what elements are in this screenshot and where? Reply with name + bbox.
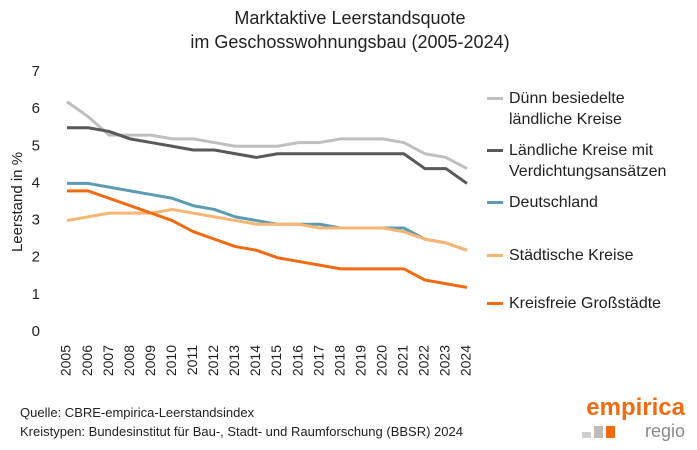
- x-tick-label: 2021: [395, 345, 411, 376]
- y-tick-label: 0: [32, 323, 40, 340]
- series-line: [66, 100, 468, 170]
- logo-square: [606, 426, 615, 438]
- x-tick-label: 2020: [373, 345, 389, 376]
- series-line: [67, 181, 468, 252]
- chart-title: Marktaktive Leerstandsquote: [234, 8, 465, 28]
- legend-label: Städtische Kreise: [509, 247, 634, 264]
- y-tick-label: 5: [32, 137, 40, 154]
- x-tick-label: 2019: [352, 345, 368, 376]
- x-tick-label: 2005: [58, 345, 74, 376]
- x-tick-label: 2007: [100, 345, 116, 376]
- y-tick-label: 1: [32, 286, 40, 303]
- x-tick-label: 2024: [458, 345, 474, 376]
- x-tick-label: 2011: [184, 345, 200, 375]
- logo-sub: regio: [644, 421, 685, 441]
- x-tick-label: 2016: [289, 345, 305, 376]
- y-tick-label: 4: [32, 174, 40, 191]
- x-tick-label: 2022: [416, 345, 432, 376]
- legend-label: Deutschland: [509, 194, 598, 211]
- x-tick-label: 2008: [121, 345, 137, 376]
- series-line: [66, 207, 468, 252]
- x-tick-label: 2012: [205, 345, 221, 376]
- logo-square: [582, 432, 591, 438]
- x-tick-label: 2006: [79, 345, 95, 376]
- x-tick-label: 2023: [437, 345, 453, 376]
- x-tick-label: 2018: [331, 345, 347, 376]
- y-tick-label: 2: [32, 249, 40, 266]
- y-axis-label: Leerstand in %: [9, 152, 26, 252]
- legend-label: Kreisfreie Großstädte: [509, 295, 662, 312]
- x-tick-label: 2009: [142, 345, 158, 376]
- source-note: Kreistypen: Bundesinstitut für Bau-, Sta…: [20, 424, 463, 439]
- series-line: [67, 126, 468, 185]
- y-tick-label: 3: [32, 212, 40, 229]
- legend-label: Dünn besiedelte ländliche Kreise: [509, 90, 625, 128]
- x-tick-label: 2015: [268, 345, 284, 376]
- x-tick-label: 2014: [247, 345, 263, 376]
- x-tick-label: 2010: [163, 345, 179, 376]
- x-tick-label: 2013: [226, 345, 242, 376]
- y-tick-label: 7: [32, 63, 40, 80]
- y-tick-label: 6: [32, 100, 40, 117]
- logo-name: empirica: [586, 394, 685, 421]
- x-tick-label: 2017: [310, 345, 326, 376]
- legend-label: Ländliche Kreise mit Verdichtungsansätze…: [509, 142, 667, 180]
- chart-title: im Geschosswohnungsbau (2005-2024): [190, 32, 509, 52]
- logo-square: [594, 426, 603, 438]
- series-line: [67, 189, 468, 289]
- source-note: Quelle: CBRE-empirica-Leerstandsindex: [20, 405, 255, 420]
